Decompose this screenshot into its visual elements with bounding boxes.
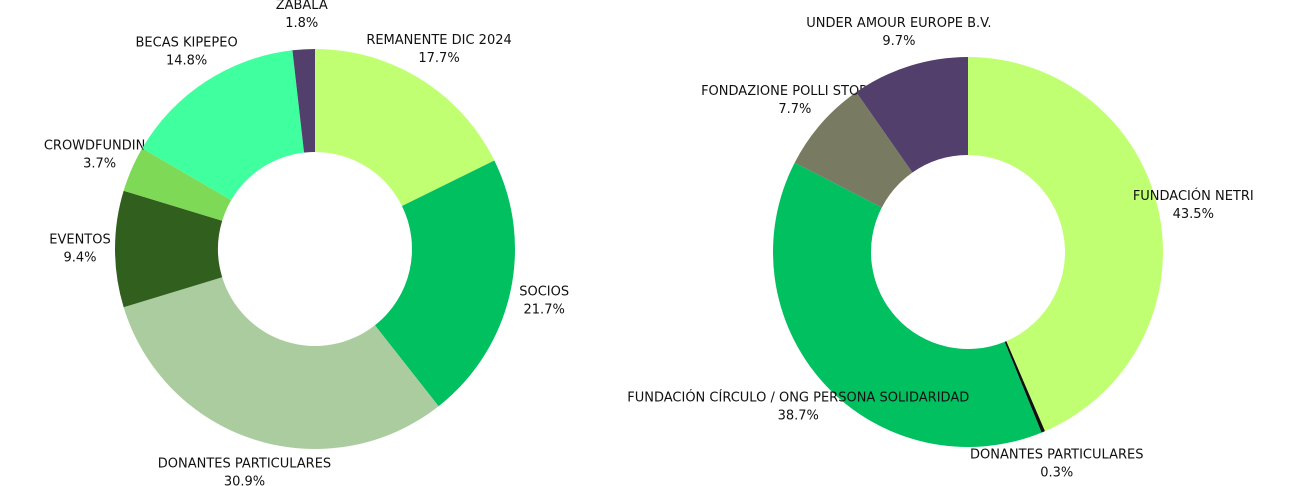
slice-label: UNDER AMOUR EUROPE B.V.	[806, 16, 991, 31]
slice-value: 9.4%	[63, 251, 96, 266]
slice-value: 21.7%	[524, 302, 565, 317]
slice-value: 3.7%	[83, 156, 116, 171]
slice-label: CROWDFUNDING	[44, 138, 156, 153]
slice-value: 1.8%	[285, 16, 318, 31]
slice-value: 17.7%	[418, 51, 459, 66]
donut-slice	[773, 162, 1042, 448]
slice-label: SOCIOS	[519, 284, 569, 299]
slice-value: 9.7%	[882, 34, 915, 49]
slice-label: REMANENTE DIC 2024	[366, 33, 511, 48]
slice-value: 30.9%	[224, 475, 265, 486]
slice-value: 7.7%	[778, 102, 811, 117]
donut-slice	[123, 277, 439, 450]
donut-slice	[315, 49, 495, 207]
donut-slice	[374, 160, 515, 407]
slice-label: FONDAZIONE POLLI STOPANI	[701, 84, 889, 99]
donut-slice	[114, 190, 223, 308]
slice-label: FUNDACIÓN NETRI	[1133, 188, 1254, 204]
slice-value: 0.3%	[1040, 466, 1073, 481]
slice-value: 38.7%	[778, 409, 819, 424]
slice-label: DONANTES PARTICULARES	[970, 448, 1143, 463]
donut-slice	[292, 49, 315, 153]
slice-value: 43.5%	[1173, 207, 1214, 222]
donut-slice	[794, 92, 913, 208]
slice-label: EVENTOS	[49, 233, 110, 248]
slice-label: FUNDACIÓN CÍRCULO / ONG PERSONA SOLIDARI…	[627, 390, 969, 406]
donut-slice	[123, 148, 232, 221]
donut-slice	[968, 57, 1164, 432]
donut-slice	[856, 57, 968, 173]
donut-slice	[1004, 341, 1045, 433]
slice-label: BECAS KIPEPEO	[136, 36, 238, 51]
slice-value: 14.8%	[166, 54, 207, 69]
slice-label: ZABALA	[276, 0, 328, 13]
slice-label: DONANTES PARTICULARES	[158, 457, 331, 472]
donut-slice	[142, 50, 305, 201]
